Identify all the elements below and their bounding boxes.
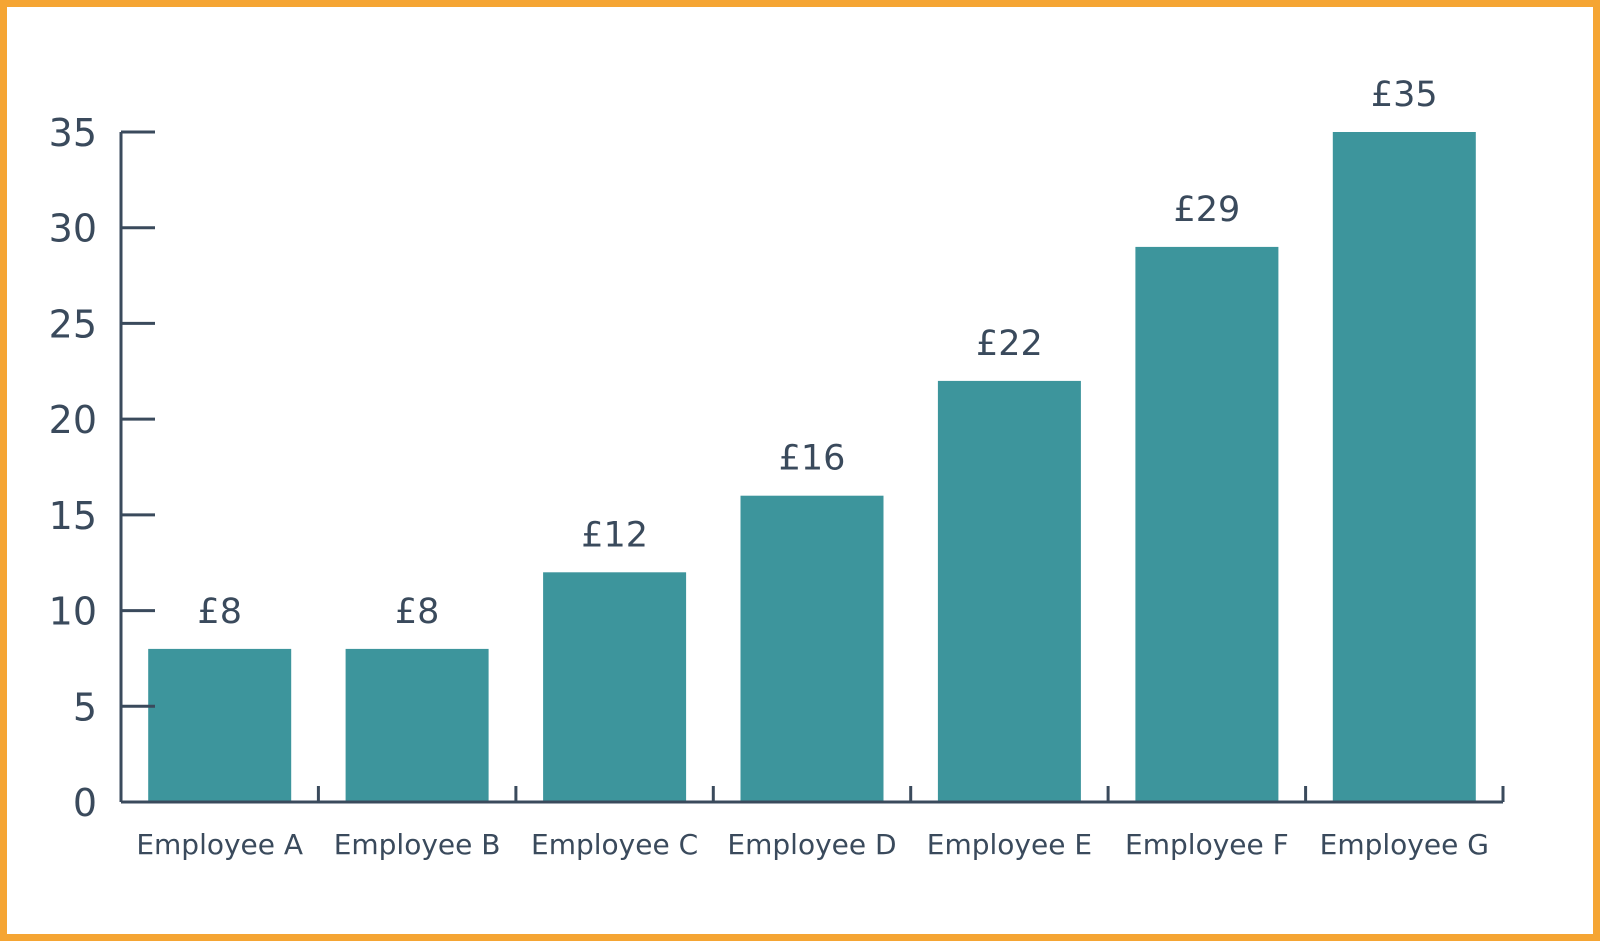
data-label: £16 xyxy=(779,439,846,479)
y-tick-label: 15 xyxy=(49,494,97,538)
bar xyxy=(1332,132,1476,802)
axes-layer xyxy=(119,130,1505,804)
x-tick-label: Employee F xyxy=(1125,828,1289,861)
y-tick-label: 5 xyxy=(73,685,97,729)
x-tick-label: Employee E xyxy=(927,828,1092,861)
bar xyxy=(345,648,489,802)
bar xyxy=(937,380,1081,802)
bar xyxy=(740,495,884,802)
data-label: £12 xyxy=(581,515,648,555)
data-label: £22 xyxy=(976,324,1043,364)
bar xyxy=(543,572,687,802)
data-label: £29 xyxy=(1173,190,1240,230)
data-label: £8 xyxy=(395,592,440,632)
data-label: £8 xyxy=(197,592,242,632)
y-tick-label: 0 xyxy=(73,781,97,825)
y-tick-label: 20 xyxy=(49,398,97,442)
bars-layer xyxy=(148,132,1476,802)
y-tick-label: 10 xyxy=(49,590,97,634)
x-tick-label: Employee A xyxy=(136,828,303,861)
x-tick-label: Employee G xyxy=(1320,828,1489,861)
bar xyxy=(148,648,292,802)
x-tick-label: Employee C xyxy=(531,828,698,861)
x-tick-label: Employee D xyxy=(727,828,896,861)
data-label: £35 xyxy=(1371,75,1438,115)
bar xyxy=(1135,246,1279,802)
labels-layer: £8 Employee A £8 Employee B £12 Employee C £16… xyxy=(49,75,1489,861)
y-tick-label: 25 xyxy=(49,302,97,346)
bar-chart: £8 Employee A £8 Employee B £12 Employee C £16… xyxy=(49,75,1505,861)
x-tick-label: Employee B xyxy=(334,828,501,861)
y-tick-label: 30 xyxy=(49,207,97,251)
y-tick-label: 35 xyxy=(49,111,97,155)
